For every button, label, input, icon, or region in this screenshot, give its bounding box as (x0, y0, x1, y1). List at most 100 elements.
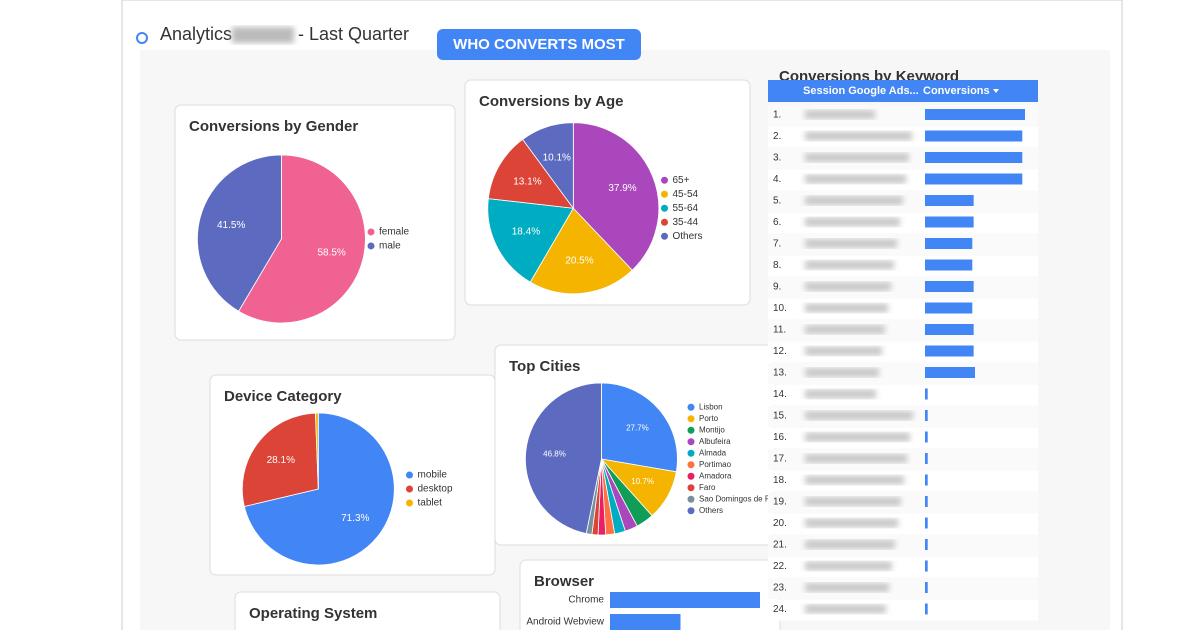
pie-slice (315, 412, 319, 490)
slice-label: 13.1% (513, 176, 541, 187)
legend-label: Others (673, 231, 703, 242)
row-number: 10. (773, 303, 787, 314)
blurred-keyword (805, 475, 904, 485)
card (234, 591, 501, 635)
blurred-keyword (805, 303, 888, 313)
row-number: 1. (773, 110, 781, 121)
bar (925, 130, 1023, 142)
bar (925, 517, 928, 529)
slice-label: 71.3% (341, 513, 369, 524)
pie-slice (601, 382, 678, 473)
legend-swatch (687, 507, 695, 515)
bar (925, 152, 1023, 163)
bar (925, 238, 973, 249)
row-number: 12. (773, 346, 787, 357)
row-number: 6. (773, 217, 781, 228)
card-title: Browser (534, 573, 594, 590)
legend-label: Others (699, 506, 723, 515)
slice-label: 46.8% (543, 449, 566, 458)
table-header (768, 80, 1038, 102)
pie-slice (572, 122, 660, 271)
column-header: Session Google Ads... (803, 85, 919, 97)
row-number: 4. (773, 174, 781, 185)
blurred-keyword (805, 540, 895, 549)
banner (437, 29, 641, 60)
blurred-keyword (805, 454, 907, 463)
slice-label: 27.7% (626, 424, 649, 433)
slice-label: 20.5% (565, 256, 593, 267)
legend-label: Amadora (699, 471, 732, 480)
row-number: 22. (773, 561, 787, 572)
legend-swatch (661, 218, 668, 226)
legend-swatch (661, 190, 668, 198)
row-number: 21. (773, 540, 787, 551)
bar (925, 216, 974, 228)
blurred-keyword (805, 131, 912, 141)
legend-label: Portimao (699, 460, 732, 469)
bar (925, 109, 1025, 120)
blurred-keyword (805, 196, 903, 205)
bar (925, 302, 973, 314)
row-number: 24. (773, 604, 787, 615)
legend-swatch (406, 485, 413, 493)
row-number: 7. (773, 239, 781, 250)
legend-label: Almada (699, 448, 727, 457)
legend-swatch (687, 484, 695, 492)
bar (925, 474, 928, 486)
blurred-keyword (805, 604, 886, 614)
slice-label: 18.4% (512, 227, 540, 238)
app-title: Analytics (160, 24, 232, 44)
logo (136, 32, 148, 44)
legend-label: tablet (418, 498, 443, 509)
legend-label: 45-54 (673, 189, 699, 200)
blurred-keyword (805, 411, 913, 420)
row-number: 8. (773, 260, 781, 271)
blurred-keyword (805, 282, 891, 291)
legend-swatch (687, 403, 695, 411)
legend-label: 55-64 (673, 203, 699, 214)
legend-swatch (687, 438, 695, 446)
blurred-keyword (805, 368, 879, 377)
bar (925, 324, 974, 335)
bar (610, 592, 760, 608)
blurred-keyword (805, 432, 910, 442)
legend-label: desktop (418, 484, 453, 495)
row-number: 14. (773, 389, 787, 400)
bar (925, 582, 928, 593)
pie-slice (197, 154, 282, 312)
slice-label: 10.7% (631, 477, 654, 486)
card-title: Device Category (224, 388, 342, 405)
blurred-keyword (805, 217, 900, 227)
blurred-keyword (805, 260, 894, 270)
bar (925, 539, 928, 550)
legend-swatch (406, 499, 413, 507)
blurred-keyword (805, 153, 909, 162)
blurred-keyword (805, 583, 889, 592)
row-number: 19. (773, 497, 787, 508)
pie-slice (487, 138, 575, 209)
blurred-name (232, 27, 294, 43)
blurred-keyword (805, 497, 901, 506)
card-title: Top Cities (509, 358, 580, 375)
bar (925, 388, 928, 400)
legend-label: 35-44 (673, 217, 699, 228)
bar (925, 367, 975, 378)
slice-label: 41.5% (217, 220, 245, 231)
bar (925, 560, 928, 572)
slice-label: 58.5% (317, 247, 345, 258)
row-number: 9. (773, 282, 781, 293)
legend-swatch (406, 471, 413, 479)
legend-swatch (661, 204, 668, 212)
legend-swatch (687, 495, 695, 503)
report-title: - Last Quarter (298, 24, 409, 44)
row-number: 11. (773, 325, 786, 336)
blurred-keyword (805, 561, 892, 571)
pie-slice (529, 207, 633, 295)
legend-label: 65+ (673, 175, 690, 186)
legend-swatch (367, 242, 375, 250)
blurred-keyword (805, 346, 882, 356)
bar (925, 281, 974, 292)
legend-swatch (687, 415, 695, 423)
bar (925, 410, 928, 421)
